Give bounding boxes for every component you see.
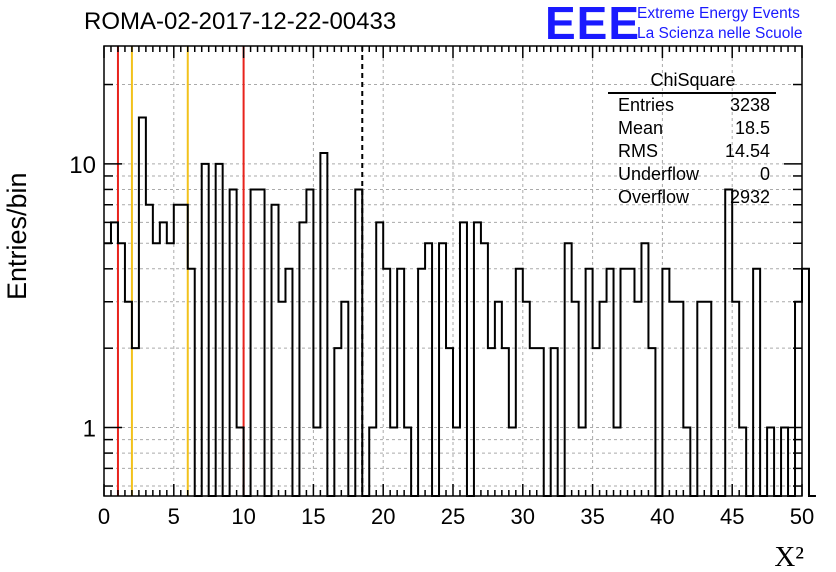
x-tick-label: 20 (371, 504, 395, 529)
stats-title: ChiSquare (650, 70, 736, 90)
axis-ticks (103, 46, 803, 496)
x-tick-label: 10 (231, 504, 255, 529)
y-tick-labels: 1 10 (69, 152, 96, 443)
x-tick-label: 15 (301, 504, 325, 529)
y-tick-label: 10 (69, 152, 96, 179)
chart-title: ROMA-02-2017-12-22-00433 (84, 8, 397, 35)
stats-label: Mean (618, 118, 664, 138)
stats-value: 2932 (729, 187, 770, 207)
stats-label: Overflow (618, 187, 690, 207)
x-tick-label: 35 (580, 504, 604, 529)
stats-value: 0 (759, 164, 770, 184)
x-tick-label: 25 (441, 504, 465, 529)
x-tick-label: 30 (511, 504, 535, 529)
x-tick-labels: 0 5 10 15 20 25 30 35 40 45 50 (98, 504, 814, 529)
x-tick-label: 40 (650, 504, 674, 529)
stats-row-overflow: Overflow 2932 (612, 186, 774, 209)
stats-row-entries: Entries 3238 (612, 94, 774, 117)
stats-box: ChiSquare Entries 3238 Mean 18.5 RMS 14.… (608, 68, 776, 209)
stats-value: 3238 (729, 95, 770, 115)
stats-row-underflow: Underflow 0 (612, 163, 774, 186)
x-tick-label: 0 (98, 504, 110, 529)
stats-value: 14.54 (724, 141, 770, 161)
x-tick-label: 45 (720, 504, 744, 529)
stats-label: RMS (618, 141, 658, 161)
stats-value: 18.5 (734, 118, 770, 138)
y-tick-label: 1 (83, 416, 96, 443)
stats-label: Entries (618, 95, 675, 115)
eee-logo: EEE (545, 0, 641, 49)
x-tick-label: 50 (790, 504, 814, 529)
logo-line-2: La Scienza nelle Scuole (637, 25, 803, 42)
stats-row-rms: RMS 14.54 (612, 140, 774, 163)
logo-line-1: Extreme Energy Events (637, 5, 800, 22)
stats-label: Underflow (618, 164, 700, 184)
x-tick-label: 5 (168, 504, 180, 529)
x-axis-label: X² (774, 541, 804, 572)
logo-text: Extreme Energy Events La Scienza nelle S… (637, 4, 802, 44)
stats-separator (608, 92, 776, 94)
y-axis-label: Entries/bin (2, 172, 32, 300)
stats-row-mean: Mean 18.5 (612, 117, 774, 140)
